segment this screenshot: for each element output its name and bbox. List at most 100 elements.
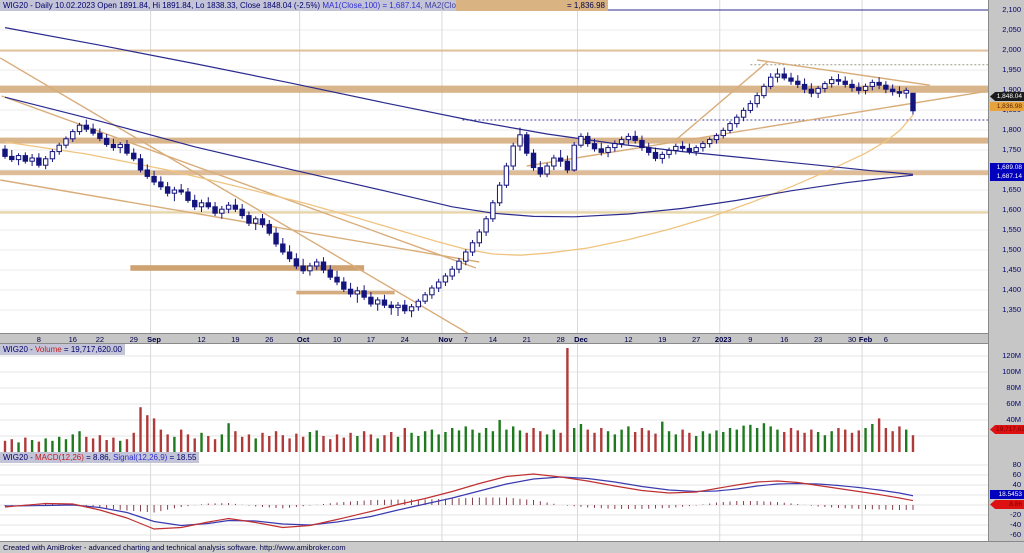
price-tick-label: 1,350 [1002,305,1021,314]
price-tick-label: 1,550 [1002,225,1021,234]
date-tick-label: 22 [95,335,105,344]
value-badge: 19,717,620 [990,425,1024,434]
price-title-segment: WIG20 - Daily 10.02.2023 Open 1891.84, H… [3,1,323,10]
volume-tick-label: 80M [1006,383,1021,392]
price-tick-label: 1,750 [1002,145,1021,154]
date-tick-label: 12 [624,335,633,344]
price-tick-label: 1,900 [1002,85,1021,94]
value-badge: 18.5453 [990,490,1024,499]
price-tick-label: 1,650 [1002,185,1021,194]
date-tick-label: 26 [265,335,274,344]
price-tick-label: 1,950 [1002,65,1021,74]
value-badge: 1,848.04 [990,92,1024,101]
date-tick-label: 29 [129,335,138,344]
macd-chart-plot[interactable] [0,452,988,541]
candles-layer [2,67,916,318]
value-axis-column[interactable]: 2,1002,0502,0001,9501,9001,8501,8001,750… [988,0,1024,541]
volume-title-segment: WIG20 - [3,345,36,354]
date-tick-label: Nov [438,335,453,344]
date-tick-label: Feb [858,335,873,344]
price-title-segment: MA1(Close,100) = 1,687.14, [322,1,425,10]
date-tick-label: 8 [36,335,41,344]
trendline [675,61,768,141]
ma2-200-line [4,27,914,175]
volume-tick-label: 120M [1002,351,1021,360]
amibroker-credit-text: Created with AmiBroker - advanced charti… [3,543,346,552]
trendline [0,179,480,263]
macd-tick-label: 60 [1012,470,1021,479]
value-badge: 8.86 [990,500,1024,509]
date-tick-label: 10 [332,335,342,344]
date-tick-label: 7 [463,335,468,344]
date-tick-label: 16 [780,335,789,344]
support-resistance-band [0,85,988,93]
price-tick-label: 2,000 [1002,45,1021,54]
support-resistance-band [0,49,988,52]
date-tick-label: 19 [658,335,667,344]
value-badge: 1,689.08 [990,163,1024,172]
date-tick-label: 23 [813,335,823,344]
volume-title-segment: = 19,717,620.00 [61,345,122,354]
price-tick-label: 2,050 [1002,25,1021,34]
volume-panel-title: WIG20 - Volume = 19,717,620.00 [0,344,125,355]
macd-histogram-layer [4,497,914,513]
date-tick-label: 2023 [714,335,732,344]
support-band-segment [130,265,365,271]
price-panel-extra-value: = 1,836.98 [456,0,608,11]
price-panel-title: WIG20 - Daily 10.02.2023 Open 1891.84, H… [0,0,529,11]
trendline [526,90,988,167]
macd-title-segment: MACD(12,26) [35,453,84,462]
date-tick-label: 21 [522,335,531,344]
macd-tick-label: -40 [1010,520,1021,529]
price-tick-label: 1,500 [1002,245,1021,254]
trendline [757,59,931,86]
price-tick-label: 1,450 [1002,265,1021,274]
date-tick-label: 16 [68,335,77,344]
macd-tick-label: -60 [1010,530,1021,539]
macd-title-segment: Signal(12,26,9) [113,453,168,462]
date-tick-label: 12 [197,335,206,344]
orange-moving-average-line [4,114,914,256]
volume-tick-label: 100M [1002,367,1021,376]
date-tick-label: 28 [556,335,565,344]
date-tick-label: 6 [883,335,888,344]
date-tick-label: 30 [847,335,857,344]
date-axis[interactable]: 8 16 22 29 Sep 12 19 26 Oct 10 17 24 Nov 7 14 21 28 Dec 12… [0,333,988,344]
price-tick-label: 1,600 [1002,205,1021,214]
status-bar: Created with AmiBroker - advanced charti… [0,541,1024,553]
value-badge: 1,687.14 [990,172,1024,181]
price-chart-plot[interactable] [0,0,988,333]
support-band-segment [296,290,395,295]
volume-bars-layer [3,348,915,452]
macd-tick-label: 40 [1012,480,1021,489]
date-tick-label: 17 [366,335,376,344]
date-tick-label: Dec [574,335,588,344]
macd-title-segment: = 8.86, [83,453,114,462]
date-tick-label: 24 [400,335,409,344]
date-tick-label: Sep [147,335,161,344]
support-resistance-band [0,170,988,176]
macd-panel-title: WIG20 - MACD(12,26) = 8.86, Signal(12,26… [0,452,200,463]
trendline [1,95,477,269]
volume-tick-label: 60M [1006,399,1021,408]
macd-signal-line [4,476,914,527]
price-tick-label: 2,100 [1002,5,1021,14]
support-resistance-band [0,137,988,144]
macd-line [4,473,914,530]
price-tick-label: 1,400 [1002,285,1021,294]
ma1-100-line [4,96,914,218]
volume-chart-plot[interactable] [0,344,988,452]
macd-title-segment: = 18.55 [167,453,197,462]
macd-title-segment: WIG20 - [3,453,36,462]
price-tick-label: 1,800 [1002,125,1021,134]
trendline [0,57,469,333]
date-tick-label: 9 [748,335,753,344]
date-tick-label: 14 [488,335,498,344]
date-tick-label: Oct [296,335,310,344]
value-badge: 1,836.98 [990,102,1024,111]
date-tick-label: 27 [691,335,701,344]
macd-tick-label: -20 [1010,510,1021,519]
volume-tick-label: 40M [1006,415,1021,424]
macd-tick-label: 80 [1012,460,1021,469]
